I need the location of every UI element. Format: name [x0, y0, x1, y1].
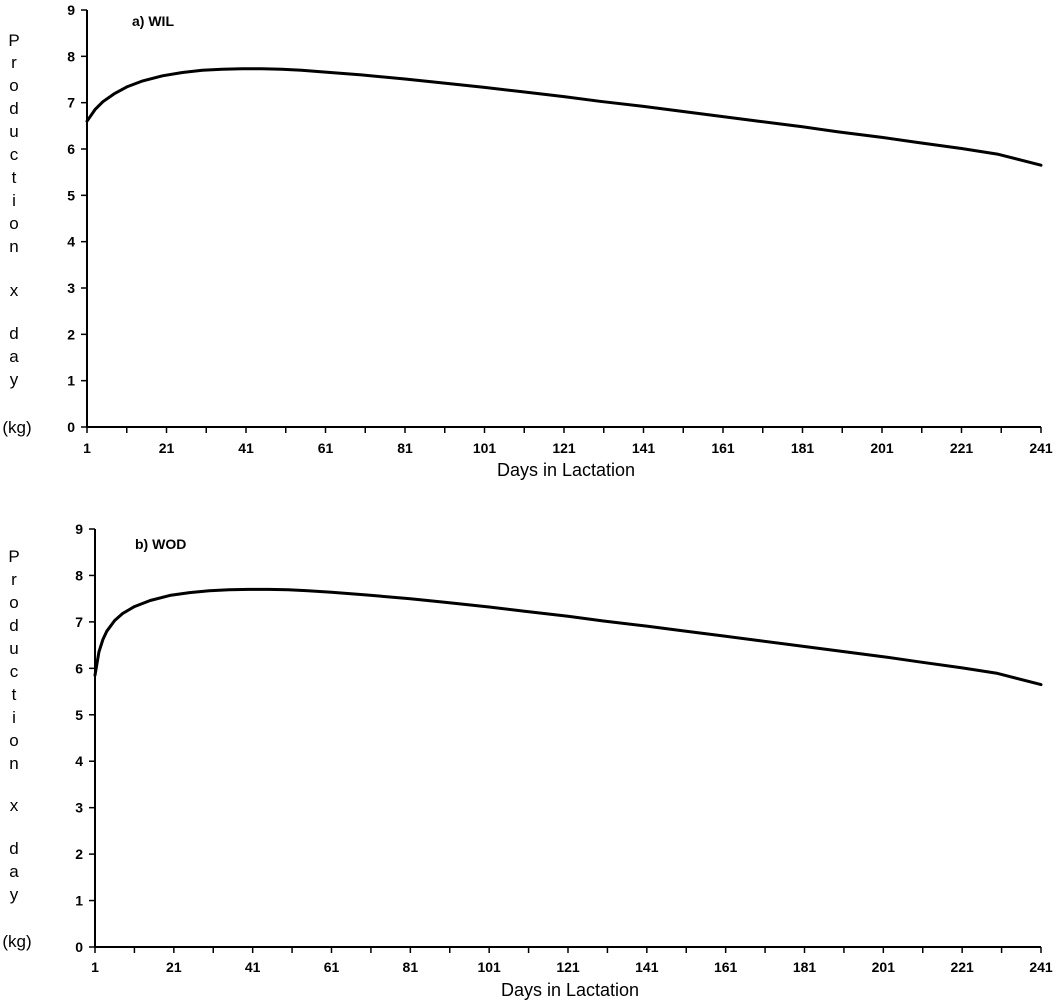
x-tick-label: 181 [791, 440, 815, 456]
panel-title: b) WOD [135, 536, 186, 552]
y-tick-label: 4 [67, 234, 75, 250]
x-tick-label: 221 [950, 959, 974, 975]
y-tick-label: 3 [67, 280, 75, 296]
y-axis-title-char: o [9, 593, 18, 612]
x-tick-label: 121 [556, 959, 580, 975]
x-tick-label: 161 [714, 959, 738, 975]
x-tick-label: 61 [324, 959, 340, 975]
y-tick-label: 8 [75, 567, 83, 583]
x-tick-label: 181 [793, 959, 817, 975]
x-tick-label: 141 [635, 959, 659, 975]
y-axis-title-char: y [10, 885, 19, 904]
x-tick-label: 221 [950, 440, 974, 456]
y-axis-title-char: a [9, 862, 19, 881]
y-axis-title-char: (kg) [2, 418, 31, 437]
y-axis-title-char: i [12, 708, 16, 727]
x-tick-label: 241 [1029, 959, 1053, 975]
y-axis-title-char: P [8, 547, 19, 566]
y-tick-label: 0 [67, 419, 75, 435]
x-tick-label: 121 [552, 440, 576, 456]
x-tick-label: 161 [711, 440, 735, 456]
y-tick-label: 6 [67, 141, 75, 157]
y-axis-title-char: o [9, 214, 18, 233]
x-tick-label: 21 [166, 959, 182, 975]
x-axis-title: Days in Lactation [497, 460, 635, 480]
series-line [85, 67, 1043, 167]
panel-title: a) WIL [132, 13, 174, 29]
x-tick-label: 41 [245, 959, 261, 975]
y-axis-title-char: c [10, 145, 19, 164]
x-tick-label: 81 [397, 440, 413, 456]
series-line [93, 587, 1043, 687]
y-axis-title-char: u [9, 122, 18, 141]
x-tick-label: 81 [403, 959, 419, 975]
x-axis-title: Days in Lactation [501, 980, 639, 1000]
y-tick-label: 6 [75, 660, 83, 676]
y-axis-title-char: n [9, 754, 18, 773]
y-axis-title-char: c [10, 662, 19, 681]
x-tick-label: 1 [91, 959, 99, 975]
y-axis-title-char: a [9, 347, 19, 366]
y-tick-label: 1 [75, 893, 83, 909]
y-tick-label: 8 [67, 48, 75, 64]
x-tick-label: 1 [83, 440, 91, 456]
y-axis-title-char: P [8, 31, 19, 50]
y-tick-label: 9 [75, 521, 83, 537]
y-tick-label: 0 [75, 939, 83, 955]
y-tick-label: 5 [67, 187, 75, 203]
y-axis-title-char: o [9, 731, 18, 750]
x-tick-label: 101 [473, 440, 497, 456]
y-axis-title-char: t [12, 685, 17, 704]
y-tick-label: 7 [75, 614, 83, 630]
y-tick-label: 4 [75, 753, 83, 769]
y-axis-title-char: x [10, 281, 19, 300]
y-axis-title-char: t [12, 168, 17, 187]
y-axis-title-char: r [11, 53, 17, 72]
y-tick-label: 9 [67, 2, 75, 18]
y-tick-label: 5 [75, 707, 83, 723]
y-tick-label: 2 [67, 326, 75, 342]
x-tick-label: 201 [870, 440, 894, 456]
y-axis-title-char: (kg) [2, 932, 31, 951]
x-tick-label: 41 [238, 440, 254, 456]
y-axis-title-char: r [11, 570, 17, 589]
y-axis-title-char: n [9, 237, 18, 256]
y-axis-title-char: i [12, 191, 16, 210]
y-axis-title-char: d [9, 616, 18, 635]
y-axis-title-char: u [9, 639, 18, 658]
x-tick-label: 61 [318, 440, 334, 456]
y-axis-title-char: d [9, 99, 18, 118]
y-axis-title-char: d [9, 324, 18, 343]
y-axis-title-char: d [9, 839, 18, 858]
y-tick-label: 3 [75, 800, 83, 816]
y-axis-title-char: x [10, 796, 19, 815]
y-tick-label: 7 [67, 95, 75, 111]
x-tick-label: 21 [159, 440, 175, 456]
y-tick-label: 2 [75, 846, 83, 862]
x-tick-label: 201 [872, 959, 896, 975]
x-tick-label: 101 [477, 959, 501, 975]
y-axis-title-char: o [9, 76, 18, 95]
y-axis-title-char: y [10, 370, 19, 389]
x-tick-label: 241 [1029, 440, 1053, 456]
x-tick-label: 141 [632, 440, 656, 456]
y-tick-label: 1 [67, 373, 75, 389]
